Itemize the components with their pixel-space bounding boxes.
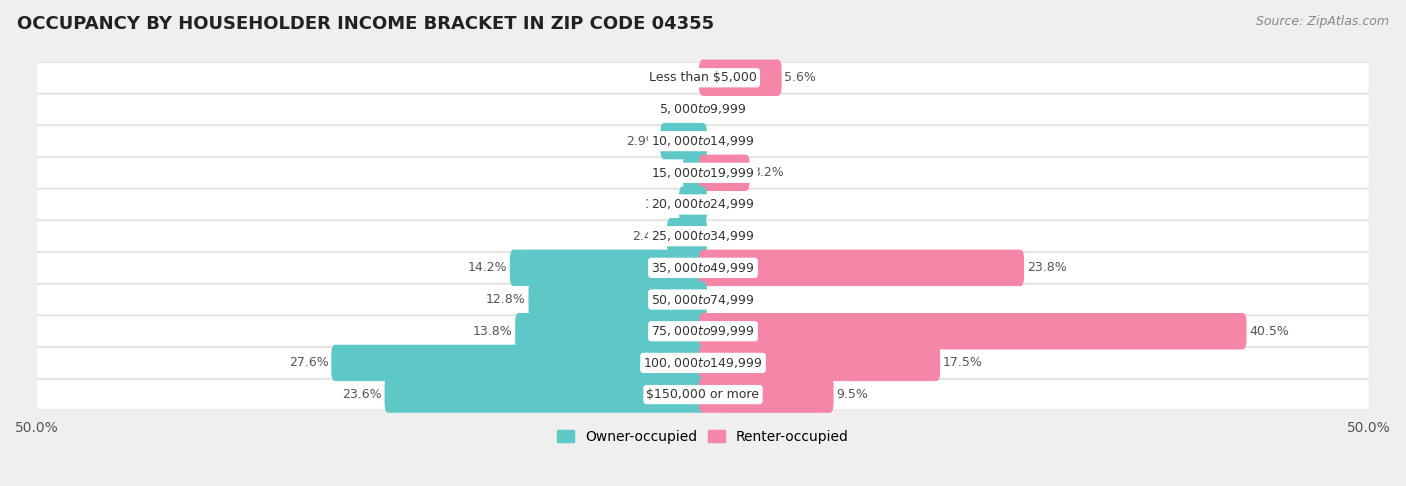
FancyBboxPatch shape [37,126,1369,156]
FancyBboxPatch shape [529,281,707,318]
FancyBboxPatch shape [37,63,1369,93]
Text: $50,000 to $74,999: $50,000 to $74,999 [651,293,755,307]
Text: 12.8%: 12.8% [486,293,526,306]
FancyBboxPatch shape [510,250,707,286]
FancyBboxPatch shape [699,155,749,191]
Text: 0.0%: 0.0% [710,198,741,211]
FancyBboxPatch shape [37,316,1369,347]
Text: 0.0%: 0.0% [665,71,696,84]
Text: Source: ZipAtlas.com: Source: ZipAtlas.com [1256,15,1389,28]
Text: 9.5%: 9.5% [837,388,868,401]
FancyBboxPatch shape [37,189,1369,220]
Text: 2.4%: 2.4% [633,230,665,243]
FancyBboxPatch shape [385,376,707,413]
Text: 17.5%: 17.5% [943,356,983,369]
Text: 23.6%: 23.6% [342,388,382,401]
Text: OCCUPANCY BY HOUSEHOLDER INCOME BRACKET IN ZIP CODE 04355: OCCUPANCY BY HOUSEHOLDER INCOME BRACKET … [17,15,714,33]
FancyBboxPatch shape [699,59,782,96]
Text: 0.0%: 0.0% [710,135,741,148]
FancyBboxPatch shape [37,380,1369,410]
FancyBboxPatch shape [699,376,834,413]
FancyBboxPatch shape [37,221,1369,251]
Text: 5.6%: 5.6% [785,71,815,84]
Text: 27.6%: 27.6% [288,356,329,369]
Text: $10,000 to $14,999: $10,000 to $14,999 [651,134,755,148]
Text: 2.9%: 2.9% [626,135,658,148]
FancyBboxPatch shape [37,157,1369,188]
FancyBboxPatch shape [332,345,707,381]
Text: 0.0%: 0.0% [710,230,741,243]
Text: 1.2%: 1.2% [648,166,681,179]
Legend: Owner-occupied, Renter-occupied: Owner-occupied, Renter-occupied [551,424,855,449]
FancyBboxPatch shape [679,186,707,223]
FancyBboxPatch shape [37,253,1369,283]
Text: $20,000 to $24,999: $20,000 to $24,999 [651,197,755,211]
Text: $35,000 to $49,999: $35,000 to $49,999 [651,261,755,275]
Text: 14.2%: 14.2% [468,261,508,275]
Text: 40.5%: 40.5% [1249,325,1289,338]
FancyBboxPatch shape [699,313,1247,349]
Text: $100,000 to $149,999: $100,000 to $149,999 [644,356,762,370]
Text: Less than $5,000: Less than $5,000 [650,71,756,84]
Text: $150,000 or more: $150,000 or more [647,388,759,401]
Text: 3.2%: 3.2% [752,166,785,179]
FancyBboxPatch shape [666,218,707,254]
FancyBboxPatch shape [699,250,1024,286]
FancyBboxPatch shape [683,155,707,191]
FancyBboxPatch shape [37,347,1369,378]
Text: 1.5%: 1.5% [644,198,676,211]
FancyBboxPatch shape [661,123,707,159]
Text: $5,000 to $9,999: $5,000 to $9,999 [659,103,747,117]
FancyBboxPatch shape [37,284,1369,315]
Text: 13.8%: 13.8% [472,325,513,338]
Text: $25,000 to $34,999: $25,000 to $34,999 [651,229,755,243]
FancyBboxPatch shape [515,313,707,349]
Text: 0.0%: 0.0% [710,293,741,306]
Text: $75,000 to $99,999: $75,000 to $99,999 [651,324,755,338]
Text: 0.0%: 0.0% [710,103,741,116]
Text: 0.0%: 0.0% [665,103,696,116]
Text: $15,000 to $19,999: $15,000 to $19,999 [651,166,755,180]
FancyBboxPatch shape [37,94,1369,124]
Text: 23.8%: 23.8% [1026,261,1067,275]
FancyBboxPatch shape [699,345,941,381]
